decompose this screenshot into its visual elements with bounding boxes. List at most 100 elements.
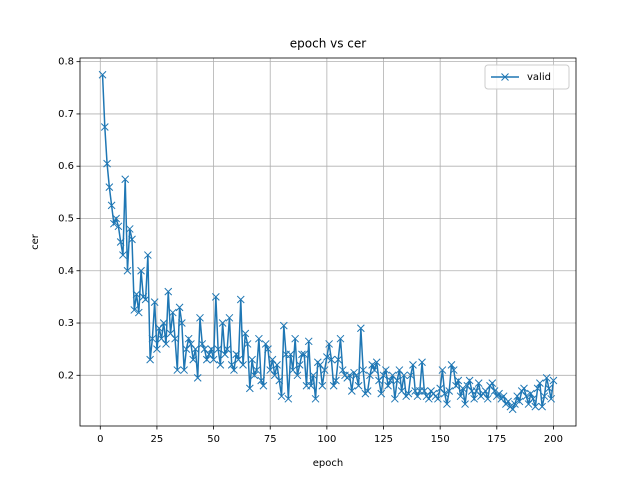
- plot-area: 0 25 50 75 100 125 150 175 200 0.2 0.3 0.4 0.5 0.6 0.7…: [58, 57, 577, 445]
- y-axis-label: cer: [30, 233, 41, 250]
- data-point: [273, 360, 281, 369]
- data-point: [257, 376, 266, 385]
- data-point: [447, 360, 456, 369]
- data-point: [329, 381, 338, 390]
- data-point: [304, 337, 313, 346]
- data-point: [134, 308, 143, 317]
- data-point: [180, 366, 188, 374]
- data-point: [538, 402, 546, 411]
- data-point: [148, 334, 157, 343]
- data-point: [370, 366, 379, 374]
- data-point: [175, 303, 184, 312]
- data-point: [406, 371, 415, 380]
- x-tick-label: 125: [374, 434, 393, 445]
- data-point: [311, 394, 320, 403]
- data-point: [456, 392, 465, 401]
- data-point: [352, 371, 361, 380]
- data-point: [542, 374, 551, 382]
- data-point: [377, 389, 386, 398]
- data-point: [227, 360, 236, 369]
- data-point: [515, 397, 524, 406]
- data-point: [112, 214, 120, 223]
- data-point: [141, 295, 150, 304]
- data-point: [504, 397, 512, 406]
- x-tick-label: 50: [207, 434, 220, 445]
- data-point: [522, 392, 531, 401]
- data-point: [275, 376, 284, 385]
- data-point: [193, 374, 202, 382]
- data-point: [286, 350, 295, 359]
- legend-box: [484, 64, 570, 90]
- data-point: [250, 371, 259, 380]
- data-point: [520, 384, 528, 393]
- data-point: [490, 387, 499, 395]
- data-point: [458, 384, 467, 393]
- data-point: [307, 381, 315, 390]
- data-point: [150, 298, 159, 306]
- data-point: [164, 287, 173, 296]
- data-point: [202, 355, 211, 364]
- chart-title: epoch vs cer: [290, 37, 367, 51]
- data-point: [359, 366, 367, 374]
- data-point: [114, 222, 123, 231]
- data-point: [332, 376, 340, 385]
- data-point: [116, 238, 125, 246]
- data-point: [379, 371, 388, 380]
- data-point: [357, 324, 365, 333]
- data-point: [295, 360, 304, 369]
- data-point: [440, 389, 449, 398]
- data-point: [110, 219, 118, 228]
- data-point: [137, 266, 145, 275]
- data-point: [221, 350, 229, 359]
- data-point: [413, 392, 422, 401]
- data-point: [390, 394, 399, 403]
- data-point: [404, 389, 413, 398]
- data-point: [225, 313, 234, 322]
- data-point: [279, 321, 288, 330]
- data-point: [243, 340, 252, 348]
- data-point: [191, 345, 200, 354]
- data-point: [196, 313, 204, 322]
- x-tick-label: 150: [431, 434, 450, 445]
- data-point: [236, 295, 245, 304]
- data-point: [241, 329, 250, 338]
- data-point: [320, 366, 329, 374]
- data-point: [173, 366, 182, 374]
- data-point: [443, 400, 451, 408]
- data-point: [214, 345, 222, 354]
- data-point: [168, 308, 177, 317]
- data-point: [363, 387, 372, 395]
- data-point: [488, 379, 497, 387]
- data-point: [177, 319, 186, 327]
- data-point: [162, 340, 170, 348]
- data-point: [386, 376, 395, 385]
- data-point: [547, 394, 556, 403]
- data-point: [259, 381, 268, 390]
- data-line: [101, 74, 555, 411]
- data-point: [261, 340, 270, 348]
- data-point: [232, 350, 241, 359]
- y-tick-label: 0.7: [58, 109, 74, 120]
- data-point: [309, 371, 318, 380]
- data-point: [107, 201, 116, 210]
- data-point: [531, 402, 540, 411]
- data-point: [325, 340, 333, 348]
- x-tick-label: 75: [264, 434, 277, 445]
- data-point: [508, 405, 517, 414]
- data-point: [284, 394, 293, 403]
- data-point: [420, 387, 429, 395]
- data-point: [454, 376, 463, 385]
- data-point: [230, 366, 238, 374]
- y-tick-label: 0.6: [58, 161, 74, 172]
- data-point: [153, 345, 161, 354]
- x-tick-label: 25: [151, 434, 164, 445]
- data-point: [198, 340, 207, 348]
- data-point: [354, 381, 363, 390]
- x-tick-label: 100: [317, 434, 336, 445]
- data-point: [483, 394, 492, 403]
- data-point: [393, 376, 401, 385]
- data-point: [368, 360, 377, 369]
- data-point: [495, 389, 503, 398]
- data-point: [318, 381, 327, 390]
